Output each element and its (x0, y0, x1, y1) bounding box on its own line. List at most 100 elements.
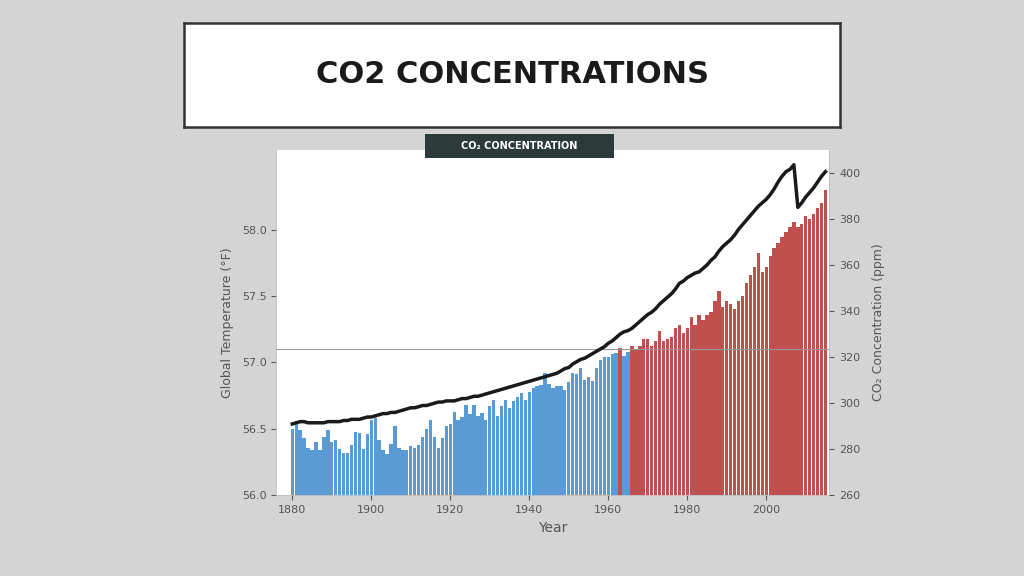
Bar (449, 423, 452, 576)
Bar (741, 296, 744, 576)
Bar (706, 314, 709, 576)
Bar (670, 337, 673, 576)
Bar (314, 442, 317, 576)
Bar (306, 448, 309, 576)
Bar (417, 445, 420, 576)
Bar (327, 430, 330, 576)
Bar (472, 405, 475, 576)
Bar (749, 275, 752, 576)
Bar (614, 353, 617, 576)
Bar (737, 301, 740, 576)
Bar (444, 426, 447, 576)
Bar (401, 450, 404, 576)
Bar (476, 416, 479, 576)
Bar (433, 437, 436, 576)
Bar (595, 367, 598, 576)
Bar (488, 406, 492, 576)
Bar (776, 243, 779, 576)
Text: CO₂ CONCENTRATION: CO₂ CONCENTRATION (462, 141, 578, 151)
Bar (689, 317, 693, 576)
Bar (318, 450, 322, 576)
Bar (357, 433, 361, 576)
Bar (559, 386, 562, 576)
Bar (453, 412, 456, 576)
Bar (623, 356, 626, 576)
Bar (508, 408, 511, 576)
Bar (744, 283, 749, 576)
Bar (816, 209, 819, 576)
Bar (330, 442, 334, 576)
Bar (551, 388, 555, 576)
Bar (797, 227, 800, 576)
Bar (425, 429, 428, 576)
Bar (354, 431, 357, 576)
Bar (571, 373, 574, 576)
Bar (780, 237, 783, 576)
Bar (555, 386, 558, 576)
Bar (484, 419, 487, 576)
Bar (682, 333, 685, 576)
Bar (374, 418, 377, 576)
Bar (493, 400, 496, 576)
Bar (496, 416, 500, 576)
Bar (437, 448, 440, 576)
Bar (769, 256, 772, 576)
Bar (378, 439, 381, 576)
Bar (540, 385, 543, 576)
Bar (804, 216, 807, 576)
Bar (697, 314, 700, 576)
Bar (397, 448, 400, 576)
Bar (536, 386, 539, 576)
Bar (548, 384, 551, 576)
Bar (693, 325, 696, 576)
Bar (717, 291, 721, 576)
Bar (583, 380, 586, 576)
Bar (812, 214, 815, 576)
Bar (603, 357, 606, 576)
Bar (729, 304, 732, 576)
Bar (765, 267, 768, 576)
Bar (772, 248, 776, 576)
Bar (302, 438, 306, 576)
Bar (531, 388, 535, 576)
Bar (631, 347, 634, 576)
Bar (753, 267, 756, 576)
Bar (654, 341, 657, 576)
Bar (468, 414, 472, 576)
Bar (646, 339, 649, 576)
Bar (500, 406, 503, 576)
Bar (440, 438, 444, 576)
Bar (361, 449, 365, 576)
Bar (385, 454, 389, 576)
Bar (618, 348, 622, 576)
Bar (575, 374, 579, 576)
Text: CO2 CONCENTRATIONS: CO2 CONCENTRATIONS (315, 60, 709, 89)
Bar (686, 328, 689, 576)
Bar (591, 381, 594, 576)
Bar (544, 373, 547, 576)
Bar (674, 328, 677, 576)
Bar (808, 219, 811, 576)
X-axis label: Year: Year (539, 521, 567, 535)
Bar (642, 339, 645, 576)
Bar (295, 421, 298, 576)
Bar (346, 453, 349, 576)
Bar (567, 382, 570, 576)
Bar (310, 450, 313, 576)
Bar (342, 453, 345, 576)
Bar (465, 405, 468, 576)
Bar (291, 429, 294, 576)
Bar (406, 450, 409, 576)
Bar (710, 312, 713, 576)
Bar (678, 325, 681, 576)
Bar (410, 446, 413, 576)
Bar (413, 448, 417, 576)
Bar (599, 360, 602, 576)
Bar (579, 367, 583, 576)
Bar (606, 357, 610, 576)
Bar (520, 393, 523, 576)
Bar (824, 190, 827, 576)
Bar (563, 391, 566, 576)
Bar (338, 449, 341, 576)
Bar (421, 437, 424, 576)
